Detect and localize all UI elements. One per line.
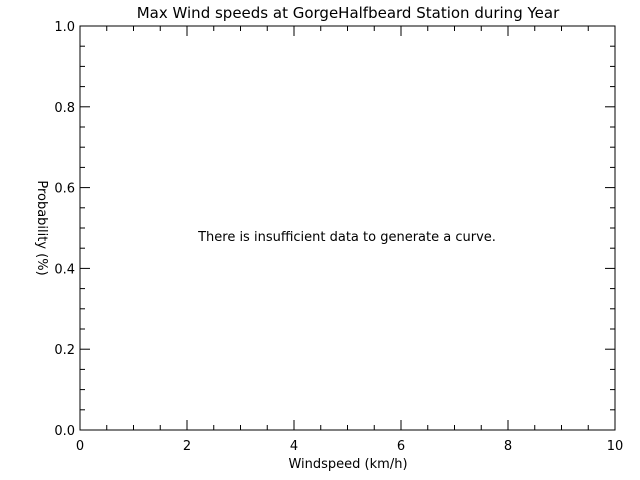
y-axis-label: Probability (%) (34, 180, 49, 275)
x-tick-label: 10 (607, 439, 624, 454)
x-axis-label: Windspeed (km/h) (288, 457, 407, 472)
axis-ticks (79, 25, 616, 431)
x-tick-label: 0 (76, 439, 84, 454)
chart-title: Max Wind speeds at GorgeHalfbeard Statio… (137, 4, 560, 22)
x-tick-label: 8 (504, 439, 512, 454)
x-tick-label: 4 (290, 439, 298, 454)
y-tick-labels: 0.0 0.2 0.4 0.6 0.8 1.0 (54, 20, 75, 439)
x-tick-label: 2 (183, 439, 191, 454)
x-tick-label: 6 (397, 439, 405, 454)
y-tick-label: 0.2 (54, 343, 75, 358)
y-tick-label: 0.6 (54, 182, 75, 197)
no-data-annotation: There is insufficient data to generate a… (197, 230, 496, 245)
x-tick-labels: 0 2 4 6 8 10 (76, 439, 623, 454)
y-tick-label: 0.0 (54, 424, 75, 439)
y-tick-label: 0.4 (54, 262, 75, 277)
y-tick-label: 0.8 (54, 101, 75, 116)
y-tick-label: 1.0 (54, 20, 75, 35)
